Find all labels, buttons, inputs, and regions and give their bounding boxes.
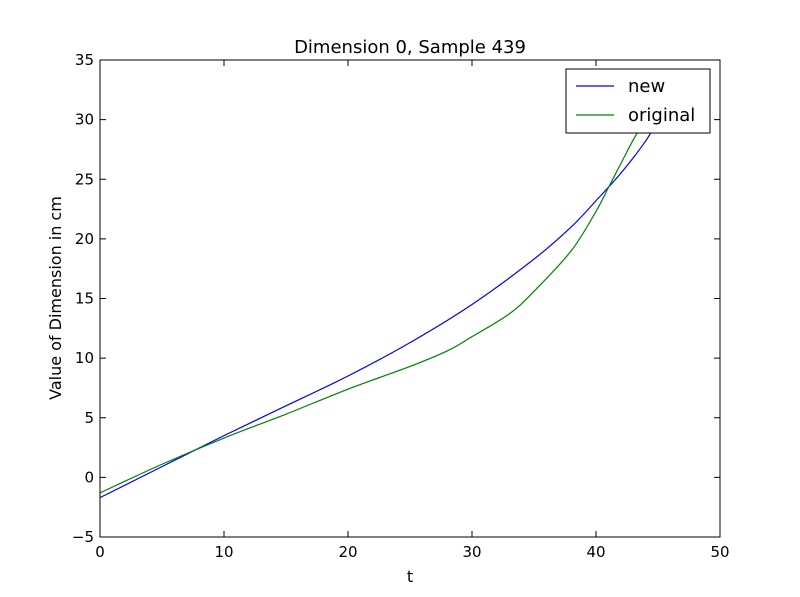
y-tick-label: 5 bbox=[84, 409, 94, 427]
y-tick-label: 0 bbox=[84, 468, 94, 486]
y-tick-label: 20 bbox=[75, 230, 94, 248]
plot-series bbox=[100, 119, 659, 499]
x-tick-label: 20 bbox=[338, 543, 357, 561]
y-tick-label: −5 bbox=[72, 528, 94, 546]
y-tick-label: 25 bbox=[75, 170, 94, 188]
chart-title: Dimension 0, Sample 439 bbox=[294, 37, 526, 58]
x-tick-label: 40 bbox=[586, 543, 605, 561]
y-tick-label: 10 bbox=[75, 349, 94, 367]
series-line-new bbox=[100, 119, 659, 499]
legend-label-original: original bbox=[628, 105, 695, 126]
x-tick-label: 0 bbox=[95, 543, 105, 561]
x-tick-label: 10 bbox=[214, 543, 233, 561]
y-axis-label: Value of Dimension in cm bbox=[46, 196, 65, 400]
legend: new original bbox=[565, 68, 711, 134]
legend-label-new: new bbox=[628, 76, 665, 97]
x-tick-label: 50 bbox=[710, 543, 729, 561]
series-line-original bbox=[100, 119, 647, 494]
legend-box bbox=[565, 68, 711, 134]
x-axis-label: t bbox=[407, 567, 413, 586]
y-tick-label: 15 bbox=[75, 290, 94, 308]
x-tick-label: 30 bbox=[462, 543, 481, 561]
y-tick-label: 35 bbox=[75, 51, 94, 69]
y-tick-label: 30 bbox=[75, 111, 94, 129]
